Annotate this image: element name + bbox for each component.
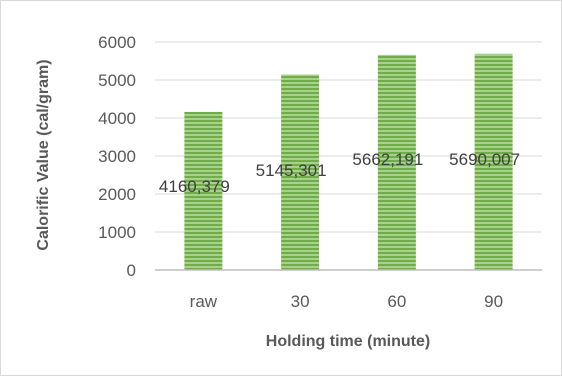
y-tick-label: 2000	[98, 185, 136, 204]
data-label: 5145,301	[256, 161, 327, 180]
x-tick-label: raw	[190, 292, 218, 311]
y-tick-label: 4000	[98, 109, 136, 128]
x-tick-label: 90	[484, 292, 503, 311]
x-axis-ticks: raw 30 60 90	[190, 292, 503, 311]
x-tick-label: 30	[291, 292, 310, 311]
y-axis-title: Calorific Value (cal/gram)	[35, 59, 52, 250]
y-tick-label: 1000	[98, 223, 136, 242]
bars	[155, 53, 542, 271]
y-tick-label: 5000	[98, 71, 136, 90]
data-label: 5690,007	[449, 150, 520, 169]
bar	[184, 111, 223, 270]
x-axis-title: Holding time (minute)	[266, 333, 430, 350]
bar	[281, 74, 320, 270]
x-tick-label: 60	[387, 292, 406, 311]
y-tick-label: 3000	[98, 147, 136, 166]
y-tick-label: 0	[127, 261, 136, 280]
data-label: 4160,379	[159, 177, 230, 196]
data-label: 5662,191	[352, 150, 423, 169]
y-axis-ticks: 0 1000 2000 3000 4000 5000 6000	[98, 33, 136, 280]
y-tick-label: 6000	[98, 33, 136, 52]
data-labels: 4160,379 5145,301 5662,191 5690,007	[159, 150, 520, 196]
bar	[377, 54, 416, 270]
bar	[474, 53, 513, 270]
